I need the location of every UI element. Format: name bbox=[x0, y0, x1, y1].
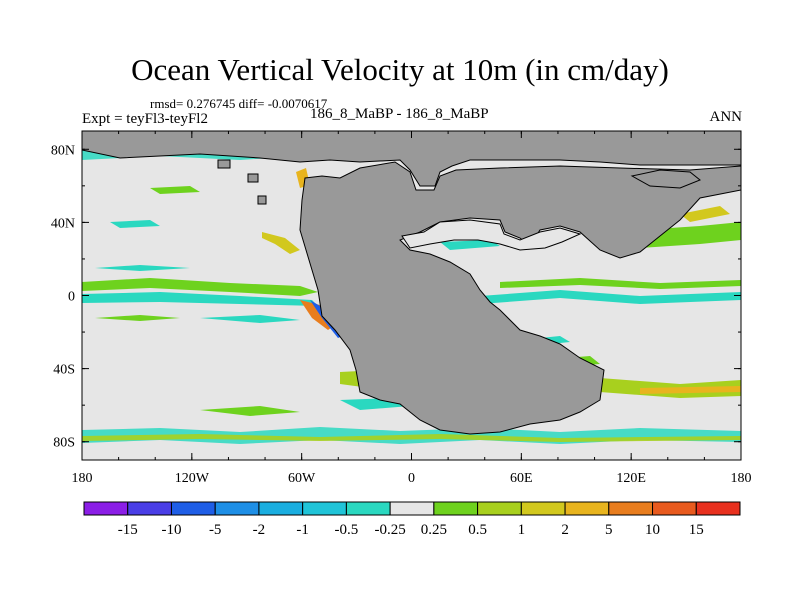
x-tick-label: 120E bbox=[616, 471, 646, 486]
colorbar-swatch bbox=[258, 501, 304, 516]
colorbar-label: -15 bbox=[118, 522, 138, 538]
colorbar-label: -0.25 bbox=[375, 522, 406, 538]
colorbar-swatch bbox=[564, 501, 610, 516]
y-axis-labels: 80N 40N 0 40S 80S bbox=[51, 143, 75, 450]
anomaly-contours bbox=[82, 131, 741, 444]
colorbar bbox=[83, 501, 741, 516]
colorbar-swatch bbox=[433, 501, 479, 516]
colorbar-swatch bbox=[652, 501, 697, 516]
colorbar-label: 0.5 bbox=[468, 522, 487, 538]
colorbar-label: 0.25 bbox=[421, 522, 447, 538]
colorbar-label: -1 bbox=[296, 522, 309, 538]
x-axis-labels: 180 120W 60W 0 60E 120E 180 bbox=[72, 471, 752, 486]
colorbar-swatch bbox=[302, 501, 347, 516]
y-tick-label: 40S bbox=[53, 363, 75, 378]
y-tick-label: 40N bbox=[51, 216, 75, 231]
colorbar-swatch bbox=[695, 501, 741, 516]
experiment-subtitle: 186_8_MaBP - 186_8_MaBP bbox=[310, 106, 489, 122]
y-tick-label: 80N bbox=[51, 143, 75, 158]
stats-label: rmsd= 0.276745 diff= -0.0070617 bbox=[150, 96, 328, 111]
axis-ticks bbox=[81, 131, 742, 460]
colorbar-label: 1 bbox=[518, 522, 526, 538]
y-tick-label: 80S bbox=[53, 436, 75, 451]
x-tick-label: 120W bbox=[175, 471, 210, 486]
x-tick-label: 180 bbox=[731, 471, 752, 486]
colorbar-swatch bbox=[389, 501, 435, 516]
colorbar-swatch bbox=[127, 501, 172, 516]
y-tick-label: 0 bbox=[68, 290, 75, 305]
colorbar-label: 15 bbox=[689, 522, 704, 538]
colorbar-label: -10 bbox=[161, 522, 181, 538]
colorbar-swatch bbox=[170, 501, 216, 516]
colorbar-swatch bbox=[345, 501, 391, 516]
x-tick-label: 180 bbox=[72, 471, 93, 486]
colorbar-label: -2 bbox=[253, 522, 266, 538]
colorbar-swatch bbox=[214, 501, 260, 516]
colorbar-swatch bbox=[83, 501, 129, 516]
experiment-label: Expt = teyFl3-teyFl2 bbox=[82, 111, 208, 127]
colorbar-label: 5 bbox=[605, 522, 613, 538]
colorbar-label: -5 bbox=[209, 522, 222, 538]
x-tick-label: 60W bbox=[288, 471, 316, 486]
map-title: Ocean Vertical Velocity at 10m (in cm/da… bbox=[131, 52, 669, 87]
season-label: ANN bbox=[709, 109, 743, 125]
colorbar-label: 2 bbox=[561, 522, 569, 538]
colorbar-label: 10 bbox=[645, 522, 660, 538]
x-tick-label: 60E bbox=[510, 471, 533, 486]
colorbar-swatch bbox=[608, 501, 654, 516]
colorbar-swatch bbox=[477, 501, 522, 516]
colorbar-swatch bbox=[520, 501, 566, 516]
colorbar-label: -0.5 bbox=[335, 522, 359, 538]
x-tick-label: 0 bbox=[408, 471, 415, 486]
colorbar-labels: -15 -10 -5 -2 -1 -0.5 -0.25 0.25 0.5 1 2 5 10 15 bbox=[118, 522, 704, 538]
